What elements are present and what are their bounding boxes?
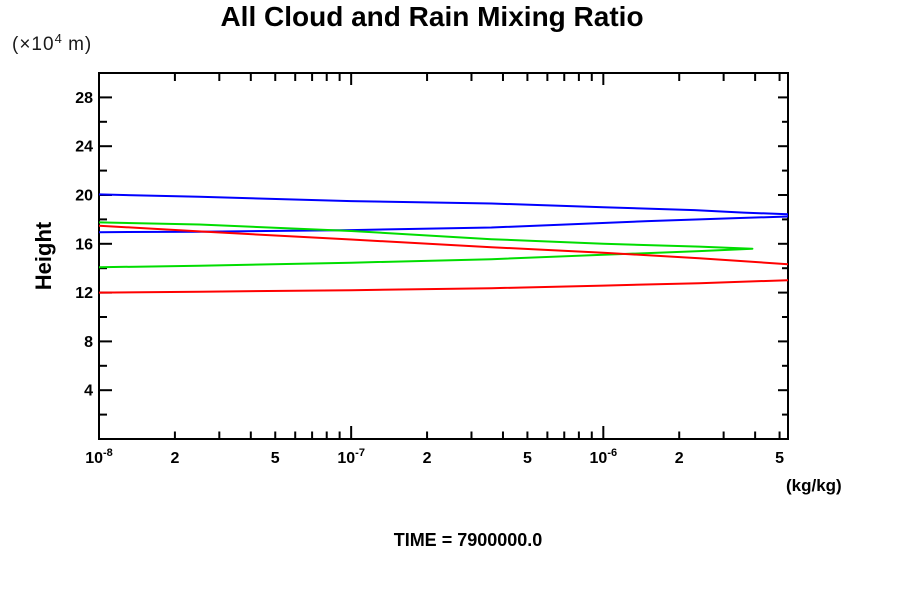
axis-tick-labels: 4 8 12 16 20 24 28 10-8 2 5 10-7 2 5 10-6 2 5 bbox=[75, 90, 784, 467]
x-tick-label: 2 bbox=[423, 450, 432, 467]
y-tick-label: 28 bbox=[75, 90, 93, 107]
y-unit-suffix: m) bbox=[61, 34, 93, 55]
x-axis-unit-label: (kg/kg) bbox=[786, 476, 842, 495]
y-tick-label: 24 bbox=[75, 139, 93, 156]
y-tick-label: 12 bbox=[75, 285, 93, 302]
series-red-profile bbox=[99, 279, 788, 294]
x-tick-label: 10-8 bbox=[85, 447, 113, 467]
x-tick-label: 5 bbox=[271, 450, 280, 467]
y-tick-label: 20 bbox=[75, 188, 93, 205]
y-tick-label: 16 bbox=[75, 236, 93, 253]
chart-title: All Cloud and Rain Mixing Ratio bbox=[220, 1, 644, 32]
x-tick-label: 10-7 bbox=[337, 447, 365, 467]
y-unit-prefix: (×10 bbox=[12, 34, 55, 55]
series-red-profile bbox=[99, 224, 788, 266]
x-tick-label: 5 bbox=[775, 450, 784, 467]
series-blue-profile bbox=[99, 193, 788, 234]
x-tick-label: 5 bbox=[523, 450, 532, 467]
x-tick-label: 2 bbox=[675, 450, 684, 467]
time-label: TIME = 7900000.0 bbox=[393, 530, 543, 550]
series-curves bbox=[99, 193, 788, 294]
y-tick-label: 4 bbox=[84, 383, 93, 400]
x-tick-label: 10-6 bbox=[590, 447, 618, 467]
series-green-profile bbox=[99, 221, 754, 269]
y-tick-label: 8 bbox=[84, 334, 93, 351]
y-axis-ticks bbox=[100, 96, 787, 416]
x-axis-ticks bbox=[98, 74, 781, 438]
x-tick-label: 2 bbox=[170, 450, 179, 467]
plot-border bbox=[98, 72, 789, 440]
y-unit-exponent: 4 bbox=[54, 31, 62, 46]
y-axis-unit-label: (×104 m) bbox=[12, 31, 92, 56]
